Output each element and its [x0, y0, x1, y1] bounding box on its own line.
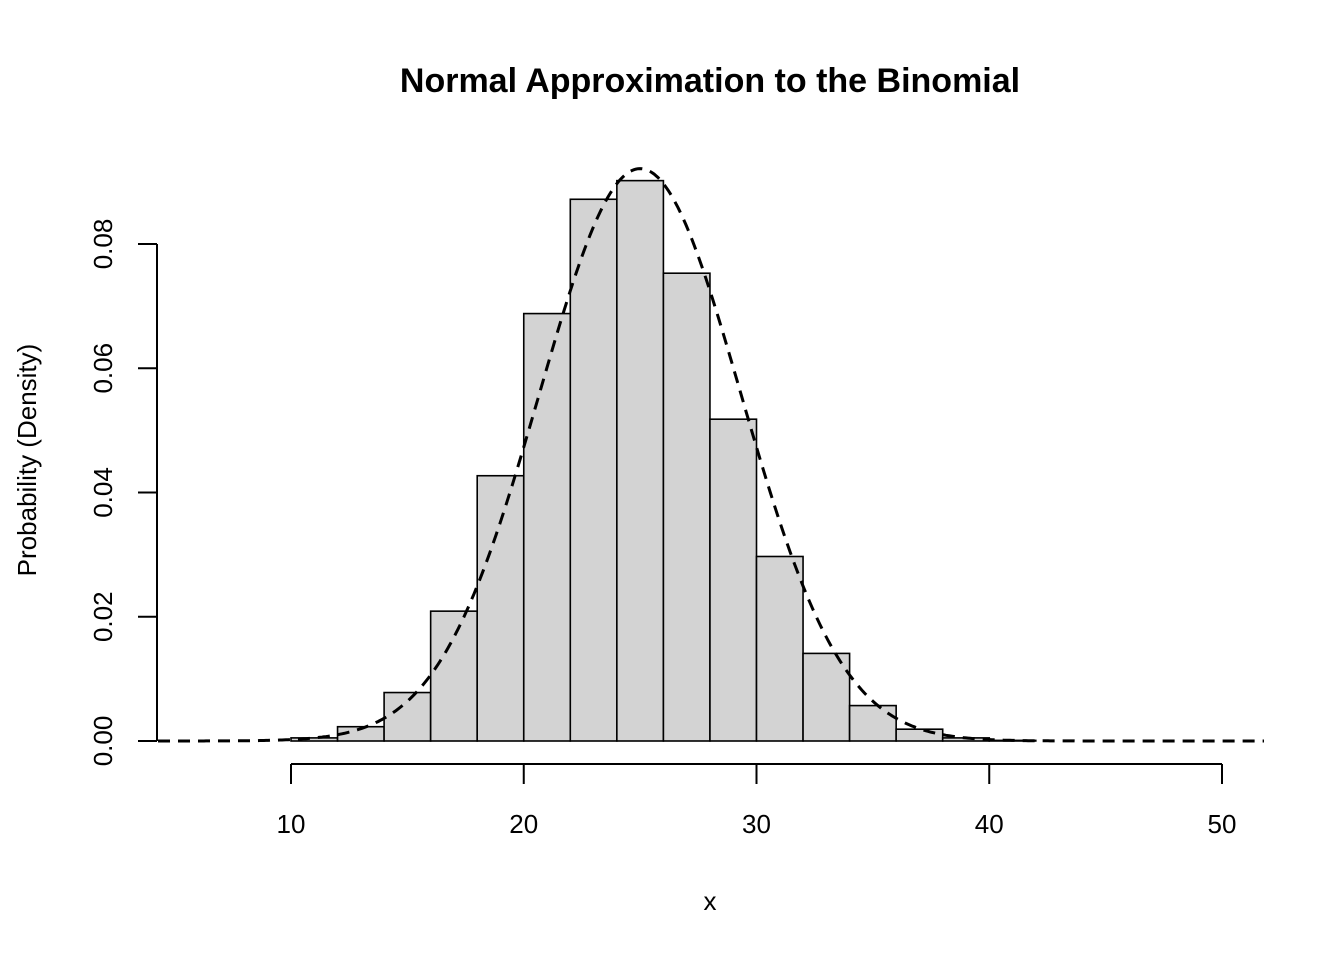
normal-curve-layer	[158, 167, 1264, 743]
y-tick-label: 0.02	[88, 591, 118, 642]
y-axis: 0.00 0.02 0.04 0.06 0.08	[88, 219, 158, 767]
x-tick-label: 20	[509, 809, 538, 839]
histogram-bar	[569, 198, 618, 742]
x-tick-label: 10	[277, 809, 306, 839]
x-tick-label: 40	[975, 809, 1004, 839]
y-tick-label: 0.08	[88, 219, 118, 270]
y-axis-label: Probability (Density)	[12, 344, 42, 577]
normal-density-curve	[158, 167, 1264, 743]
y-tick-label: 0.06	[88, 343, 118, 394]
histogram-bar	[383, 691, 432, 742]
histogram-bars	[290, 179, 1037, 742]
histogram-bar	[895, 728, 944, 742]
x-tick-label: 50	[1208, 809, 1237, 839]
histogram-bar	[476, 474, 525, 742]
histogram-bar	[662, 272, 711, 742]
x-tick-label: 30	[742, 809, 771, 839]
y-tick-label: 0.04	[88, 467, 118, 518]
histogram-bar	[802, 652, 851, 742]
chart-title: Normal Approximation to the Binomial	[400, 62, 1020, 100]
y-tick-label: 0.00	[88, 716, 118, 767]
histogram-bar	[709, 418, 758, 742]
histogram-bar	[522, 312, 572, 742]
x-axis: 10 20 30 40 50	[277, 763, 1237, 839]
histogram-bar	[429, 610, 478, 742]
x-axis-label: x	[704, 886, 717, 916]
histogram-bar	[848, 704, 897, 742]
histogram-bar	[755, 555, 804, 742]
histogram-bar	[616, 179, 665, 742]
